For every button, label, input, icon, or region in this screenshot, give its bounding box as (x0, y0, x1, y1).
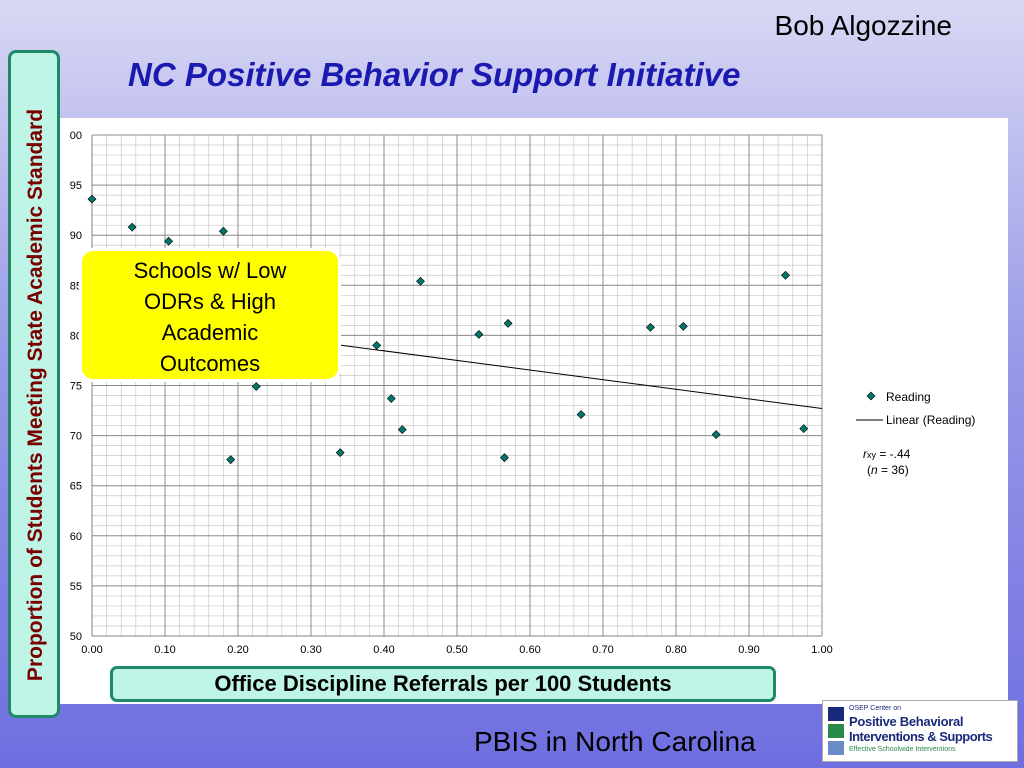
callout-box: Schools w/ Low ODRs & High Academic Outc… (79, 248, 341, 382)
logo-line3: Interventions & Supports (849, 729, 993, 744)
x-tick-label: 0.00 (81, 644, 102, 656)
pbis-logo: OSEP Center on Positive Behavioral Inter… (822, 700, 1018, 762)
x-tick-label: 0.70 (592, 644, 613, 656)
x-tick-label: 0.50 (446, 644, 467, 656)
data-point (500, 453, 509, 463)
logo-line4: Effective Schoolwide Interventions (849, 746, 956, 753)
data-point (218, 226, 228, 236)
data-point (503, 318, 513, 328)
author-name: Bob Algozzine (774, 10, 952, 41)
data-point (781, 270, 790, 280)
x-tick-label: 0.10 (154, 644, 175, 656)
data-point (416, 276, 425, 286)
legend: Reading Linear (Reading) rxy = -.44 (n =… (856, 390, 975, 477)
x-tick-label: 1.00 (811, 644, 832, 656)
x-tick-label: 0.90 (738, 644, 759, 656)
data-point (335, 448, 345, 458)
x-tick-label: 0.30 (300, 644, 321, 656)
y-tick-label: 55 (70, 581, 82, 593)
callout-line: Schools w/ Low (133, 258, 287, 283)
y-tick-label: 70 (70, 431, 82, 443)
data-point (164, 236, 174, 246)
slide-title: NC Positive Behavior Support Initiative (128, 56, 741, 93)
n-stat: (n = 36) (867, 463, 909, 477)
logo-line2: Positive Behavioral (849, 714, 964, 729)
data-point (251, 382, 261, 391)
x-axis-label: Office Discipline Referrals per 100 Stud… (110, 666, 776, 702)
correlation-stat: rxy = -.44 (863, 447, 911, 461)
y-tick-label: 60 (70, 531, 82, 543)
data-point (372, 340, 382, 350)
x-tick-label: 0.80 (665, 644, 686, 656)
data-point (576, 410, 586, 419)
logo-line1: OSEP Center on (849, 705, 902, 712)
y-tick-labels: 50 55 60 65 70 75 80 85 90 95 00 (70, 130, 82, 643)
data-point (646, 322, 655, 332)
data-point (397, 425, 407, 435)
x-tick-label: 0.60 (519, 644, 540, 656)
callout-line: ODRs & High (143, 289, 277, 314)
footer-text: PBIS in North Carolina (474, 726, 756, 757)
y-tick-label: 00 (70, 130, 82, 142)
callout-line: Outcomes (159, 351, 261, 376)
y-tick-label: 50 (70, 631, 82, 643)
data-point (127, 222, 137, 232)
y-tick-label: 80 (70, 330, 82, 342)
y-tick-label: 90 (70, 230, 82, 242)
y-axis-label-box (8, 50, 60, 718)
data-point (678, 321, 688, 331)
data-point (87, 194, 97, 204)
x-tick-label: 0.20 (227, 644, 248, 656)
callout-line: Academic (161, 320, 259, 345)
x-tick-labels: 0.00 0.10 0.20 0.30 0.40 0.50 0.60 0.70 0.80 0.90… (81, 644, 832, 656)
y-tick-label: 75 (70, 381, 82, 393)
data-point (711, 430, 721, 440)
y-tick-label: 65 (70, 481, 82, 493)
data-point (799, 424, 809, 434)
data-point (474, 329, 484, 339)
chart-panel (60, 118, 1008, 704)
data-points (87, 194, 809, 465)
legend-series-label: Reading (886, 390, 931, 404)
logo-mark-icon (828, 707, 844, 755)
major-grid (91, 134, 823, 637)
data-point (386, 394, 396, 403)
y-tick-label: 85 (70, 280, 82, 292)
legend-marker-icon (866, 391, 876, 401)
x-tick-label: 0.40 (373, 644, 394, 656)
data-point (226, 455, 236, 465)
y-axis-label: Proportion of Students Meeting State Aca… (24, 108, 47, 682)
y-tick-label: 95 (70, 180, 82, 192)
legend-trend-label: Linear (Reading) (886, 413, 975, 427)
